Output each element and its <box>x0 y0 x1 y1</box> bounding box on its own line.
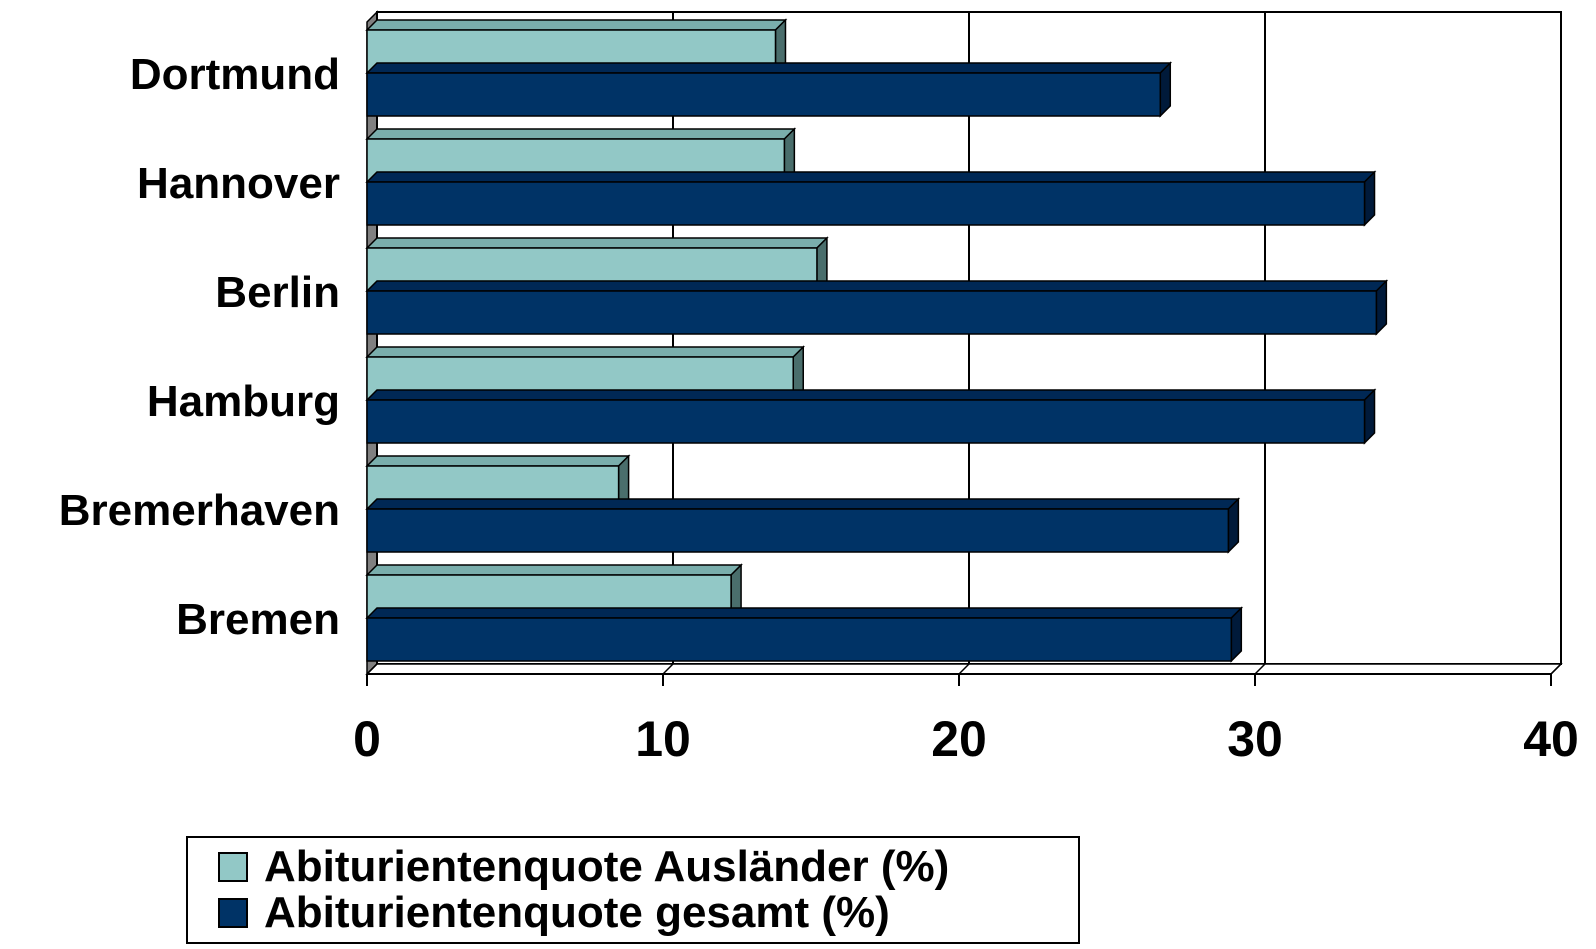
legend-swatch-gesamt <box>218 898 248 928</box>
category-label: Berlin <box>215 268 340 317</box>
legend-label-gesamt: Abiturientenquote gesamt (%) <box>264 888 890 937</box>
bar-top-gesamt <box>365 171 1377 183</box>
legend-label-auslaender: Abiturientenquote Ausländer (%) <box>264 842 950 891</box>
floor-gridline <box>366 663 378 675</box>
legend: Abiturientenquote Ausländer (%) Abiturie… <box>186 836 1080 944</box>
bar-side-gesamt <box>1363 170 1376 227</box>
bar-top-gesamt <box>365 389 1377 401</box>
bar-gesamt <box>366 72 1162 117</box>
x-tick-label: 0 <box>353 711 381 767</box>
category-label: Hamburg <box>147 377 340 426</box>
bar-top-auslaender <box>365 237 829 249</box>
bar-top-gesamt <box>365 498 1241 510</box>
category-label: Bremen <box>176 595 340 644</box>
bar-side-gesamt <box>1227 497 1240 554</box>
bar-side-gesamt <box>1375 279 1388 336</box>
legend-swatch-auslaender <box>218 852 248 882</box>
bar-top-auslaender <box>365 19 788 31</box>
legend-item-auslaender: Abiturientenquote Ausländer (%) <box>218 842 950 891</box>
floor-gridline <box>662 663 674 675</box>
x-tick-label: 20 <box>931 711 987 767</box>
bar-top-gesamt <box>365 607 1244 619</box>
floor-gridline <box>1254 663 1266 675</box>
x-tick-label: 30 <box>1227 711 1283 767</box>
x-tick-label: 40 <box>1523 711 1579 767</box>
bar-gesamt <box>366 617 1233 662</box>
legend-item-gesamt: Abiturientenquote gesamt (%) <box>218 888 890 937</box>
category-label: Hannover <box>137 159 340 208</box>
bar-top-auslaender <box>365 128 797 140</box>
bar-gesamt <box>366 508 1230 553</box>
bar-side-gesamt <box>1230 606 1243 663</box>
bar-top-gesamt <box>365 62 1173 74</box>
bar-top-auslaender <box>365 455 631 467</box>
floor-gridline <box>958 663 970 675</box>
bar-top-auslaender <box>365 564 743 576</box>
category-label: Bremerhaven <box>59 486 340 535</box>
bar-gesamt <box>366 290 1378 335</box>
bar-top-gesamt <box>365 280 1389 292</box>
bar-top-auslaender <box>365 346 806 358</box>
bar-gesamt <box>366 181 1366 226</box>
bar-gesamt <box>366 399 1366 444</box>
floor-gridline <box>1550 663 1562 675</box>
bar-side-gesamt <box>1159 61 1172 118</box>
bar-side-gesamt <box>1363 388 1376 445</box>
x-tick-label: 10 <box>635 711 691 767</box>
category-label: Dortmund <box>130 50 340 99</box>
